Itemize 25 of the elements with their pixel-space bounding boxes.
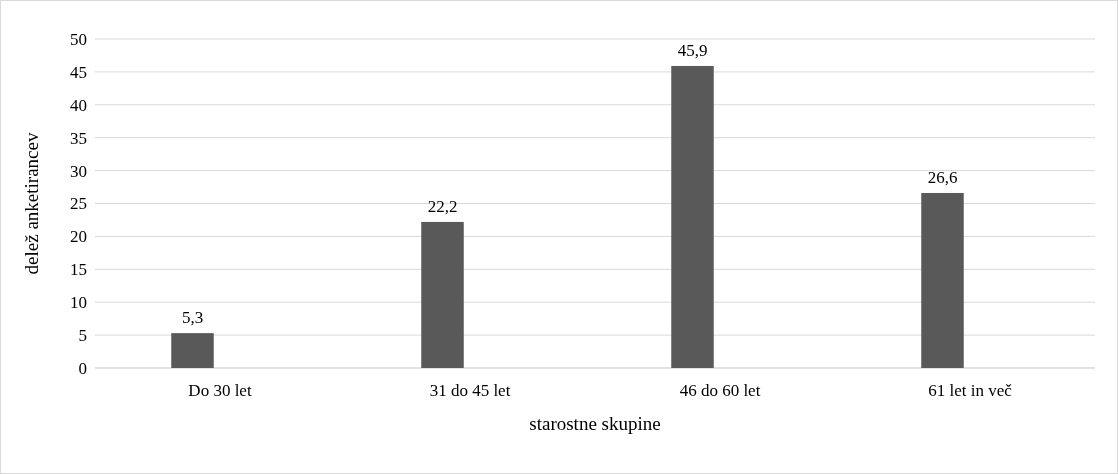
bar: [171, 333, 214, 368]
y-tick-label: 20: [70, 227, 87, 247]
data-label: 26,6: [927, 167, 958, 187]
bar: [671, 65, 714, 368]
data-label: 22,2: [427, 196, 458, 216]
y-tick-label: 50: [70, 29, 87, 49]
x-tick-label: Do 30 let: [188, 381, 252, 400]
y-tick-label: 35: [70, 128, 87, 148]
x-tick-label: 61 let in več: [928, 381, 1013, 400]
x-tick-label: 46 do 60 let: [679, 381, 761, 400]
data-label: 45,9: [677, 40, 708, 60]
y-tick-label: 15: [70, 260, 87, 280]
y-tick-label: 45: [70, 62, 87, 82]
y-axis-title: delež anketirancev: [21, 132, 42, 275]
y-tick-label: 10: [70, 293, 87, 313]
data-label: 5,3: [181, 308, 204, 328]
y-tick-label: 0: [78, 358, 87, 378]
y-tick-label: 40: [70, 95, 87, 115]
bar: [421, 221, 464, 368]
y-tick-label: 5: [78, 326, 87, 346]
bar: [921, 192, 964, 368]
y-tick-label: 25: [70, 194, 87, 214]
y-tick-label: 30: [70, 161, 87, 181]
x-tick-label: 31 do 45 let: [429, 381, 511, 400]
x-axis-title: starostne skupine: [529, 413, 661, 434]
